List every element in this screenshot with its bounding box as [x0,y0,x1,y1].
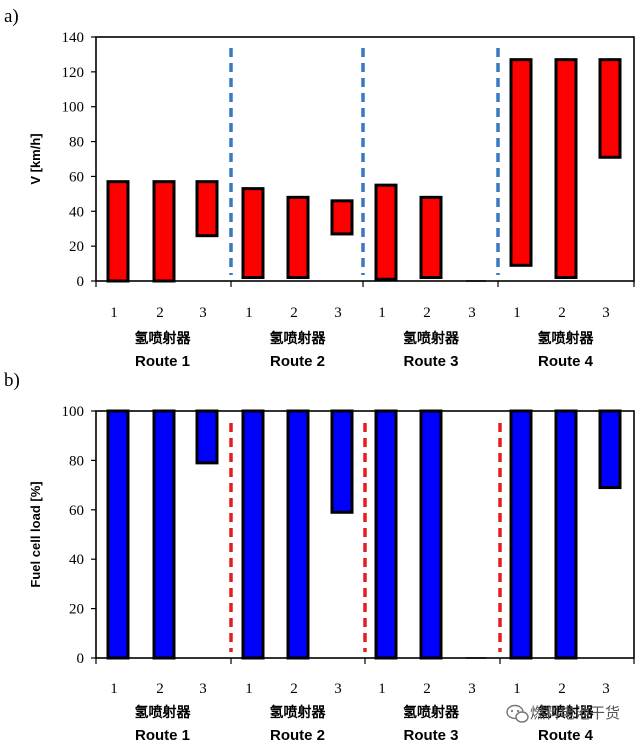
bar [419,409,443,660]
x-category-label: 2 [558,681,566,697]
bar [509,58,533,267]
y-tick-label: 40 [69,552,84,568]
plot-frame [95,36,635,282]
y-tick-label: 60 [69,169,84,185]
bar [286,195,310,280]
y-tick-label: 60 [69,503,84,519]
y-tick-label: 0 [77,274,85,290]
panel-label: a) [4,6,19,27]
wechat-icon [506,704,529,723]
x-category-label: 3 [468,681,476,697]
x-category-label: 1 [110,305,118,321]
group-label-route: Route 1 [135,727,190,743]
x-category-label: 3 [468,305,476,321]
bar [554,409,578,660]
bar [374,183,398,281]
group-label-route: Route 2 [270,727,325,743]
watermark-text: 燃料电池干货 [530,704,620,722]
y-axis-label: V [km/h] [28,133,43,184]
x-category-label: 2 [156,305,164,321]
group-label-route: Route 4 [538,353,594,370]
y-tick-label: 140 [62,30,85,46]
bar [106,180,130,283]
bar [241,187,265,280]
x-category-label: 2 [156,681,164,697]
x-category-label: 1 [378,305,386,321]
x-category-label: 2 [423,681,431,697]
y-tick-label: 80 [69,453,84,469]
x-category-label: 1 [110,681,118,697]
y-tick-label: 0 [77,651,85,667]
bar [286,409,310,660]
x-category-label: 3 [199,681,207,697]
y-axis-label: Fuel cell load [%] [28,481,43,587]
x-category-label: 3 [334,681,342,697]
x-category-label: 2 [423,305,431,321]
x-category-label: 3 [334,305,342,321]
bar [195,180,219,238]
x-category-label: 1 [513,305,521,321]
x-category-label: 3 [602,681,610,697]
y-tick-label: 20 [69,239,84,255]
panel-label: b) [4,370,20,391]
x-category-label: 1 [378,681,386,697]
bar [152,409,176,660]
x-category-label: 2 [558,305,566,321]
bar [330,409,354,514]
group-label-route: Route 2 [270,353,325,370]
group-label-route: Route 3 [403,353,458,370]
panel-a-velocity-chart: a) 0 20 40 60 80 100 120 140 V [km/h] 1 2 3 氢喷射器 Route… [4,6,635,370]
x-category-label: 2 [290,681,298,697]
bar [374,409,398,660]
bar [419,195,443,280]
bar [554,58,578,280]
group-label-cn: 氢喷射器 [135,704,192,720]
group-label-cn: 氢喷射器 [403,704,460,720]
y-tick-label: 40 [69,204,84,220]
group-label-cn: 氢喷射器 [270,330,327,346]
bar [241,409,265,660]
bar [106,409,130,660]
bar [598,409,622,490]
group-label-cn: 氢喷射器 [403,330,460,346]
x-category-label: 2 [290,305,298,321]
bar [195,409,219,465]
group-label-route: Route 3 [403,727,458,743]
x-category-label: 1 [245,305,253,321]
y-tick-label: 20 [69,602,84,618]
y-tick-label: 80 [69,135,84,151]
bar [152,180,176,283]
y-tick-label: 100 [62,100,85,116]
y-tick-label: 120 [62,65,85,81]
group-label-route: Route 4 [538,727,594,743]
group-label-cn: 氢喷射器 [538,704,595,720]
panel-b-fuel-cell-load-chart: b) 0 20 40 60 80 100 Fuel cell load [%] 1 2 3 氢喷射器 R… [4,370,635,743]
watermark: 燃料电池干货 [506,704,620,723]
group-label-cn: 氢喷射器 [135,330,192,346]
x-category-label: 1 [245,681,253,697]
x-category-label: 3 [602,305,610,321]
bar [330,199,354,236]
x-category-label: 3 [199,305,207,321]
bar [598,58,622,159]
bar [509,409,533,660]
group-label-cn: 氢喷射器 [538,330,595,346]
y-tick-label: 100 [62,404,85,420]
group-label-cn: 氢喷射器 [270,704,327,720]
group-label-route: Route 1 [135,353,190,370]
x-category-label: 1 [513,681,521,697]
